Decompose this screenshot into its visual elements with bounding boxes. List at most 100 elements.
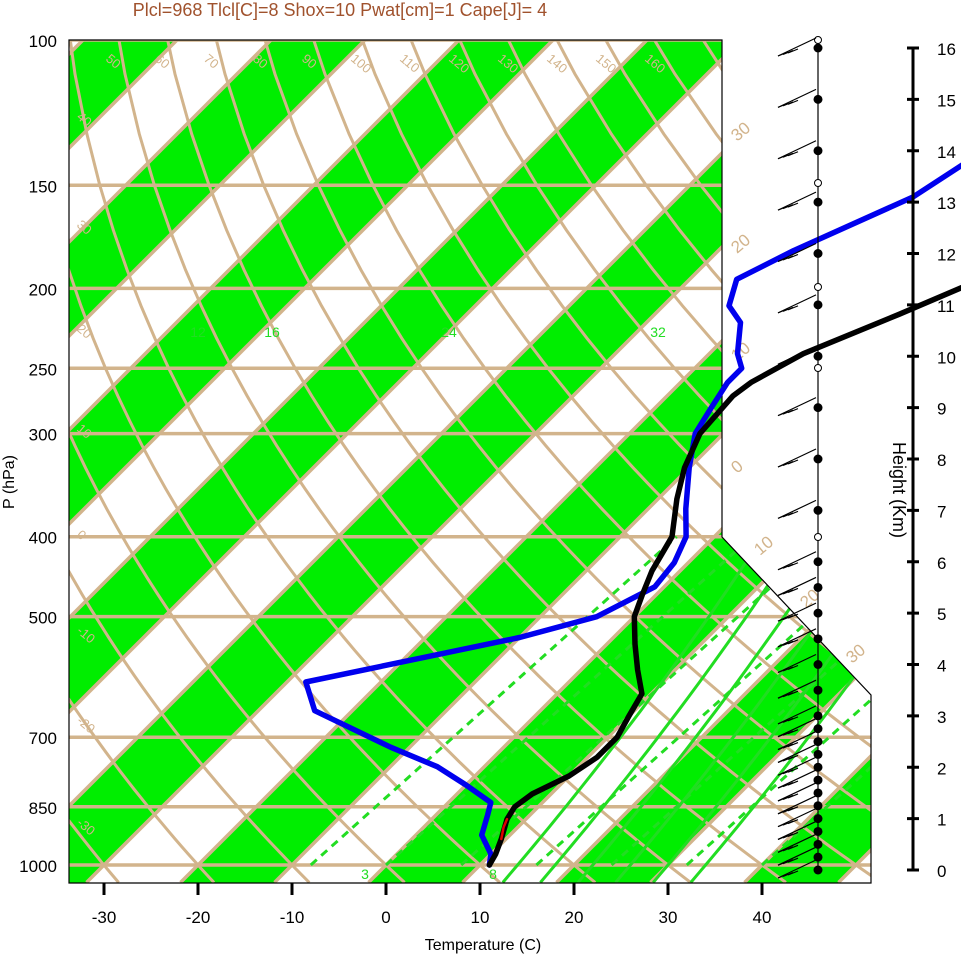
x-tick-label: 40 bbox=[753, 908, 772, 927]
wind-barb bbox=[777, 808, 817, 828]
pressure-tick-label: 150 bbox=[29, 177, 57, 196]
height-tick-label: 11 bbox=[937, 297, 955, 316]
plot-outline bbox=[68, 39, 872, 884]
mixing-ratio-label: 8 bbox=[489, 866, 497, 882]
dry-adiabat bbox=[69, 40, 406, 883]
dry-adiabat bbox=[69, 40, 501, 883]
isotherm-band bbox=[0, 2, 27, 882]
wind-barb-feather bbox=[787, 844, 799, 850]
dewpoint-trace bbox=[303, 162, 961, 868]
height-tick-label: 14 bbox=[937, 143, 956, 162]
wind-open-marker bbox=[814, 364, 822, 372]
dry-adiabat bbox=[299, 40, 871, 883]
mixing-ratio-line bbox=[610, 535, 871, 867]
height-tick-label: 5 bbox=[937, 605, 946, 624]
wind-level-dot bbox=[813, 660, 823, 669]
wind-barb-feather bbox=[787, 870, 799, 876]
wind-open-marker bbox=[814, 533, 822, 541]
wind-barb-feather bbox=[787, 767, 799, 773]
isotherm-label: 10 bbox=[750, 532, 777, 559]
dry-adiabat bbox=[252, 40, 871, 883]
wind-level-dot bbox=[813, 300, 823, 310]
wind-open-marker bbox=[814, 179, 822, 187]
wind-barb-feather bbox=[787, 613, 799, 619]
wind-barb-feather bbox=[787, 151, 799, 157]
x-tick-label: 0 bbox=[381, 908, 390, 927]
isotherm bbox=[69, 40, 780, 883]
dry-adiabat bbox=[69, 40, 597, 883]
isotherm bbox=[69, 40, 404, 883]
isotherm-label: 20 bbox=[727, 230, 754, 257]
wind-barb-feather bbox=[787, 48, 799, 54]
pressure-tick-label: 700 bbox=[29, 729, 57, 748]
isotherm bbox=[933, 2, 961, 882]
mixing-ratio-lines bbox=[309, 287, 871, 883]
isotherm bbox=[461, 40, 871, 883]
x-tick-label: 30 bbox=[659, 908, 678, 927]
dry-adiabat bbox=[394, 40, 871, 883]
wind-barb bbox=[777, 397, 817, 417]
wind-level-dot bbox=[813, 403, 823, 413]
x-tick-label: -30 bbox=[92, 908, 117, 927]
wind-level-dot bbox=[813, 197, 823, 207]
wind-level-dot bbox=[813, 582, 823, 592]
wind-barb bbox=[777, 653, 817, 674]
wind-barb-column bbox=[777, 36, 823, 879]
height-tick-label: 3 bbox=[937, 708, 946, 727]
wind-barb bbox=[777, 191, 817, 211]
isotherm bbox=[273, 40, 871, 883]
isotherm bbox=[69, 40, 686, 883]
wind-level-dot bbox=[813, 814, 823, 824]
height-tick-label: 13 bbox=[937, 194, 956, 213]
height-tick-label: 15 bbox=[937, 91, 956, 110]
wind-level-dot bbox=[813, 454, 823, 464]
dry-adiabat bbox=[69, 40, 216, 883]
height-tick-label: 1 bbox=[937, 811, 946, 830]
dry-adiabat bbox=[110, 40, 692, 883]
mixing-ratio-label: 32 bbox=[650, 324, 666, 340]
wind-barb-feather bbox=[787, 664, 799, 671]
height-tick-label: 4 bbox=[937, 657, 946, 676]
isotherm-band bbox=[69, 40, 403, 883]
wind-barb bbox=[777, 294, 817, 314]
wind-barb-feather bbox=[787, 780, 799, 786]
wind-level-dot bbox=[813, 762, 823, 772]
wind-level-dot bbox=[813, 865, 823, 875]
isotherm-label: 30 bbox=[842, 640, 869, 667]
moist-adiabat bbox=[652, 287, 871, 883]
pressure-tick-label: 250 bbox=[29, 360, 57, 379]
wind-open-marker bbox=[814, 283, 822, 291]
wind-level-dot bbox=[813, 852, 823, 862]
mixing-ratio-line bbox=[685, 535, 871, 867]
wind-barb bbox=[777, 242, 817, 263]
isotherm-label: 30 bbox=[727, 118, 754, 145]
wind-barb-feather bbox=[787, 729, 799, 735]
mixing-ratio-labels: 12 16 24 32 3 8 bbox=[190, 324, 666, 882]
mixing-ratio-label: 16 bbox=[264, 324, 280, 340]
wind-barb-feather bbox=[787, 99, 799, 105]
moist-adiabat bbox=[576, 287, 871, 883]
wind-barb-feather bbox=[787, 857, 799, 863]
pressure-tick-label: 1000 bbox=[19, 857, 57, 876]
wind-level-dot bbox=[813, 749, 823, 759]
height-tick-label: 2 bbox=[937, 759, 946, 778]
wind-barb bbox=[777, 140, 817, 160]
height-tick-label: 0 bbox=[937, 862, 946, 881]
wind-level-dot bbox=[813, 557, 823, 567]
pressure-tick-label: 300 bbox=[29, 426, 57, 445]
wind-level-dot bbox=[813, 801, 823, 811]
mixing-ratio-line bbox=[309, 535, 678, 867]
dry-adiabat bbox=[915, 2, 961, 882]
wind-barb bbox=[777, 705, 817, 725]
wind-barb-feather bbox=[787, 754, 799, 760]
wind-barb bbox=[777, 551, 817, 571]
mixing-ratio-label: 12 bbox=[190, 324, 206, 340]
mixing-ratio-label: 3 bbox=[361, 866, 369, 882]
wind-level-dot bbox=[813, 711, 823, 721]
pressure-axis: 100 150 200 250 300 400 500 700 850 1000 bbox=[19, 32, 57, 876]
wind-barb bbox=[777, 731, 817, 751]
wind-level-dot bbox=[813, 788, 823, 798]
isotherm bbox=[69, 40, 310, 883]
wind-barb bbox=[777, 756, 817, 776]
